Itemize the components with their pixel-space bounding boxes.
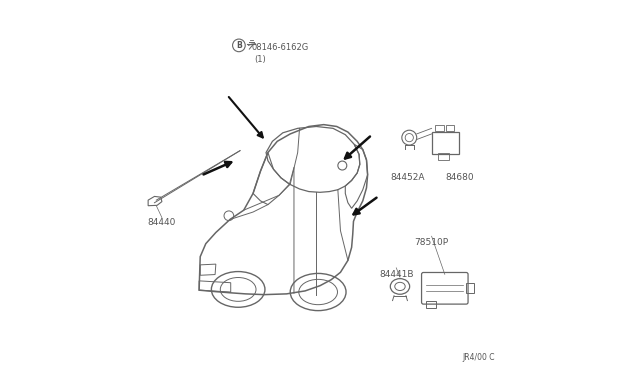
Bar: [438, 153, 449, 160]
Text: 78510P: 78510P: [415, 238, 449, 247]
Text: 84441B: 84441B: [379, 270, 413, 279]
Text: 84452A: 84452A: [390, 173, 425, 182]
Bar: [431, 132, 460, 154]
Bar: [466, 283, 474, 293]
Bar: [445, 125, 454, 131]
Text: 08146-6162G: 08146-6162G: [251, 43, 308, 52]
Bar: [426, 301, 436, 308]
Text: 84680: 84680: [445, 173, 474, 182]
Bar: [435, 125, 444, 131]
Text: (1): (1): [254, 55, 266, 64]
Text: 84440: 84440: [148, 218, 176, 227]
Text: B: B: [236, 41, 242, 50]
Text: JR4/00 C: JR4/00 C: [462, 353, 495, 362]
